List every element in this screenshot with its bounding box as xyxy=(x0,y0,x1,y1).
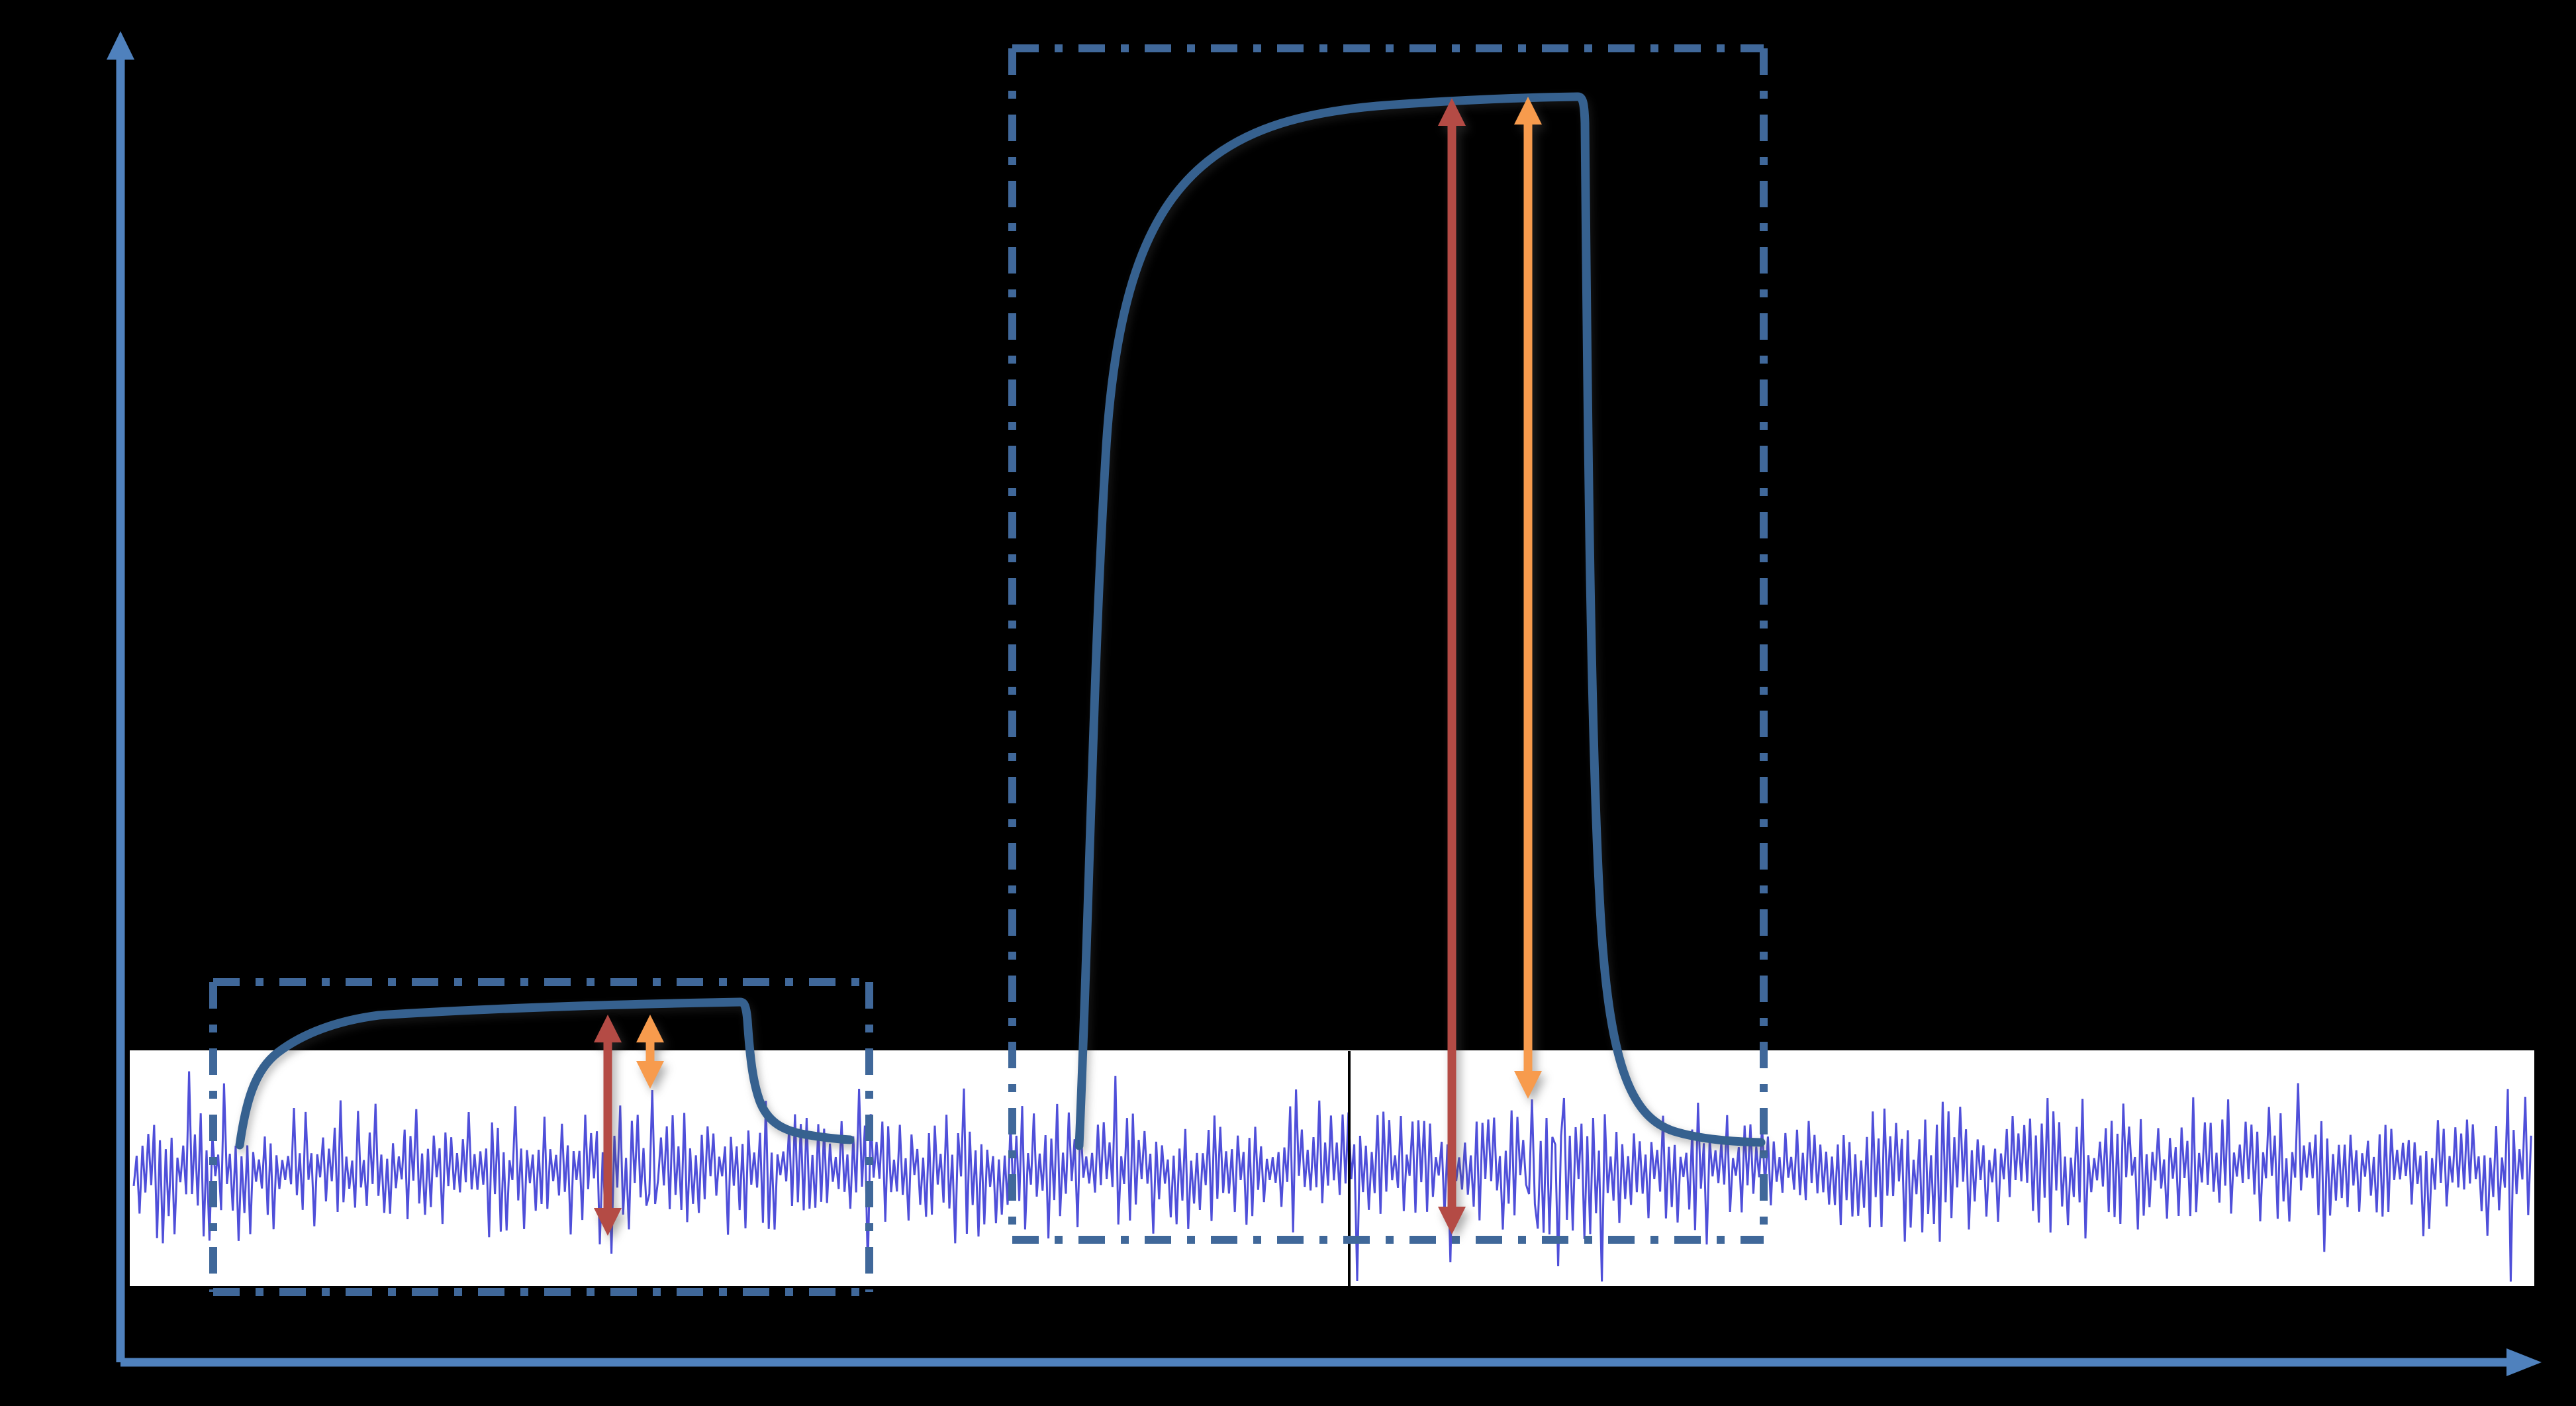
x-axis-shaft xyxy=(120,1358,2508,1367)
measure-arrow-large-orange xyxy=(1514,97,1542,1099)
measure-arrow-large-red xyxy=(1438,98,1466,1234)
y-axis-arrowhead-icon xyxy=(107,31,134,60)
response-curve-large xyxy=(1074,92,1766,1150)
y-axis-shaft xyxy=(116,58,125,1362)
noise-trace xyxy=(132,1071,2532,1282)
measure-arrow-large-orange-down-arrowhead-icon xyxy=(1514,1071,1542,1099)
measure-arrow-small-red xyxy=(594,1015,622,1236)
measure-arrow-small-orange-up-arrowhead-icon xyxy=(636,1015,664,1042)
x-axis-arrowhead-icon xyxy=(2506,1348,2542,1376)
band-divider-line xyxy=(1348,1051,1351,1287)
measure-arrow-small-red-down-arrowhead-icon xyxy=(594,1208,622,1236)
measure-arrow-small-red-shaft xyxy=(603,1040,612,1211)
measure-arrow-large-orange-shaft xyxy=(1523,122,1533,1074)
measure-arrow-small-red-up-arrowhead-icon xyxy=(594,1015,622,1042)
response-curve-small xyxy=(235,997,855,1150)
measure-arrow-large-red-down-arrowhead-icon xyxy=(1438,1207,1466,1234)
measure-arrow-small-orange-down-arrowhead-icon xyxy=(636,1061,664,1089)
measure-arrow-small-orange-shaft xyxy=(645,1040,655,1064)
measure-arrow-large-orange-up-arrowhead-icon xyxy=(1514,97,1542,125)
measure-arrow-small-orange xyxy=(636,1015,664,1089)
measure-arrow-large-red-up-arrowhead-icon xyxy=(1438,98,1466,126)
measure-arrow-large-red-shaft xyxy=(1447,123,1456,1209)
